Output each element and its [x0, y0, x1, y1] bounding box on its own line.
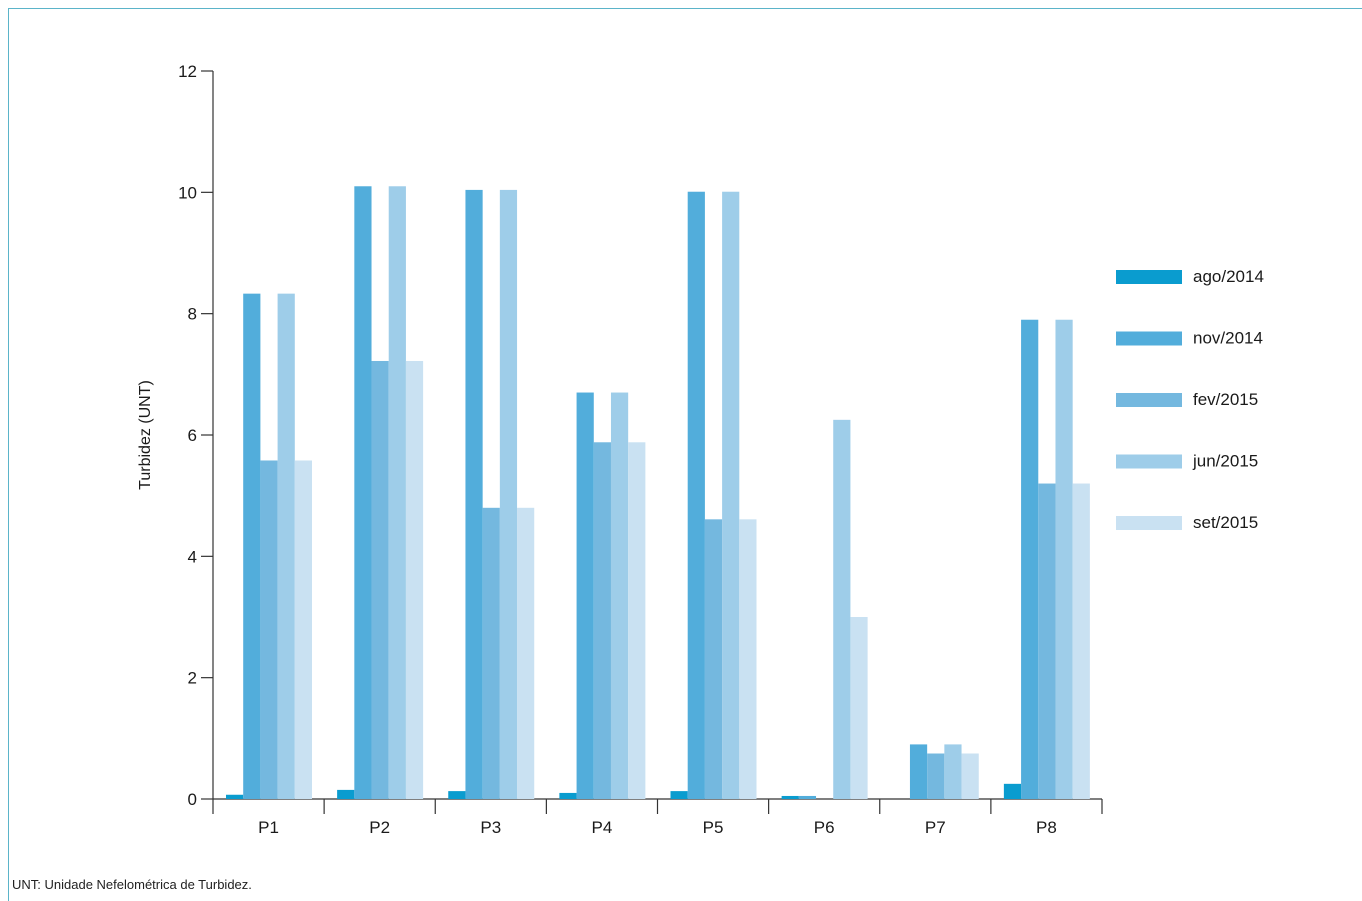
x-tick-label: P4	[592, 818, 613, 837]
bar-p3-2	[482, 507, 500, 799]
bar-p2-4	[405, 360, 424, 799]
x-tick-label: P1	[258, 818, 279, 837]
y-tick-label: 12	[178, 62, 197, 81]
bar-p5-3	[722, 191, 740, 799]
legend-swatch	[1116, 516, 1182, 530]
x-tick-label: P3	[480, 818, 501, 837]
bar-p5-1	[687, 191, 705, 799]
bar-p7-4	[961, 753, 979, 799]
x-tick-label: P2	[369, 818, 390, 837]
bar-p2-2	[371, 360, 389, 799]
bar-p7-3	[944, 744, 962, 799]
bars	[226, 186, 1090, 799]
bar-p1-3	[277, 293, 295, 799]
bar-p2-0	[337, 789, 355, 799]
bar-p5-4	[739, 519, 757, 799]
bar-p3-1	[465, 189, 483, 799]
legend-label: fev/2015	[1193, 390, 1258, 409]
bar-p3-3	[499, 189, 518, 799]
bar-p5-0	[670, 791, 688, 799]
legend-swatch	[1116, 270, 1182, 284]
bar-p1-0	[226, 794, 244, 799]
x-tick-label: P5	[703, 818, 724, 837]
legend-swatch	[1116, 393, 1182, 407]
y-tick-label: 2	[188, 669, 197, 688]
legend-label: set/2015	[1193, 513, 1258, 532]
x-tick-label: P6	[814, 818, 835, 837]
bar-p8-2	[1038, 483, 1056, 799]
y-axis: 0 2 4 6 8 10 12	[178, 62, 214, 809]
y-tick-label: 6	[188, 426, 197, 445]
legend-swatch	[1116, 331, 1182, 346]
bar-p4-4	[628, 442, 646, 799]
bar-p3-0	[448, 791, 466, 799]
bar-p4-2	[593, 442, 611, 799]
bar-p8-4	[1072, 483, 1090, 799]
bar-p4-1	[576, 392, 594, 799]
y-tick-label: 8	[188, 305, 197, 324]
bar-p8-3	[1055, 319, 1073, 799]
legend-label: nov/2014	[1193, 329, 1263, 348]
bar-p8-1	[1021, 319, 1039, 799]
bar-p8-0	[1003, 783, 1022, 799]
footnote: UNT: Unidade Nefelométrica de Turbidez.	[12, 877, 252, 892]
x-tick-label: P8	[1036, 818, 1057, 837]
legend: ago/2014 nov/2014 fev/2015 jun/2015 set/2015	[1116, 267, 1264, 532]
x-axis: P1 P2 P3 P4 P5 P6 P7 P8	[212, 798, 1103, 837]
bar-p2-1	[354, 186, 372, 799]
bar-p1-2	[260, 460, 278, 799]
legend-label: jun/2015	[1192, 452, 1258, 471]
bar-p6-1	[798, 795, 817, 799]
bar-p1-4	[294, 460, 312, 799]
bar-p3-4	[517, 507, 535, 799]
y-tick-label: 4	[188, 547, 197, 566]
bar-p7-2	[927, 753, 945, 799]
bar-p4-0	[559, 792, 577, 799]
bar-p6-3	[833, 419, 851, 799]
x-tick-label: P7	[925, 818, 946, 837]
legend-label: ago/2014	[1193, 267, 1264, 286]
bar-p4-3	[610, 392, 629, 799]
bar-p5-2	[704, 519, 723, 799]
legend-swatch	[1116, 454, 1182, 469]
bar-p6-0	[781, 795, 799, 799]
bar-p7-1	[909, 744, 928, 799]
bar-p2-3	[388, 186, 406, 799]
y-tick-label: 0	[188, 790, 197, 809]
chart-frame	[8, 8, 1362, 901]
y-axis-label: Turbidez (UNT)	[137, 380, 154, 490]
bar-p6-4	[850, 617, 868, 799]
y-tick-label: 10	[178, 183, 197, 202]
bar-p1-1	[243, 293, 261, 799]
